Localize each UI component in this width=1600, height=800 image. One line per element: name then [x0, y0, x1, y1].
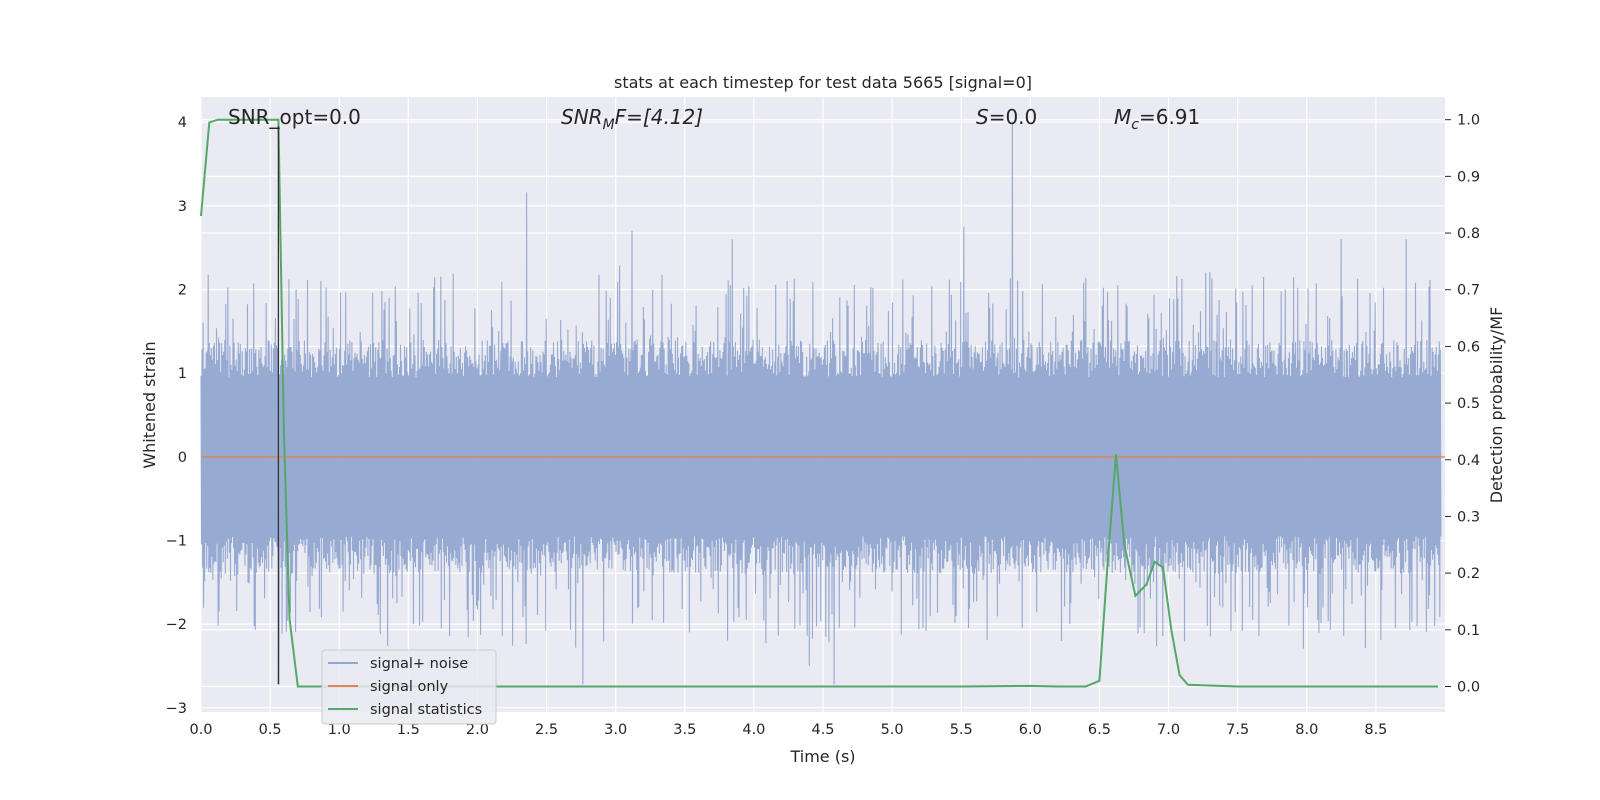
y-left-tick-label: 4 [178, 115, 187, 131]
x-tick-label: 3.0 [604, 722, 627, 738]
annotation-s: S=0.0 [976, 105, 1037, 129]
y-axis-left-label: Whitened strain [140, 341, 159, 468]
signal-noise-line [200, 122, 1442, 685]
y-right-tick-label: 0.5 [1457, 396, 1480, 412]
x-tick-label: 5.5 [950, 722, 973, 738]
x-tick-label: 1.0 [328, 722, 351, 738]
x-tick-label: 2.5 [535, 722, 558, 738]
annotation-mc: Mc=6.91 [1114, 105, 1200, 133]
y-right-tick-label: 0.3 [1457, 509, 1480, 525]
annotation-snr-mf-symbol: SNR [561, 105, 603, 129]
legend-label-signal-noise: signal+ noise [370, 656, 468, 672]
x-axis-ticks: 0.0 0.5 1.0 1.5 2.0 2.5 3.0 3.5 4.0 4.5 5.0 5.5 6.0 6… [189, 722, 1387, 738]
series-signal-noise [200, 122, 1442, 685]
x-axis-label: Time (s) [789, 747, 855, 766]
y-right-tick-label: 0.6 [1457, 339, 1480, 355]
annotation-snr-mf-value: F=[4.12] [615, 105, 703, 129]
y-left-tick-label: 3 [178, 199, 187, 215]
x-tick-label: 6.0 [1019, 722, 1042, 738]
x-tick-label: 5.0 [881, 722, 904, 738]
y-right-tick-label: 1.0 [1457, 113, 1480, 129]
legend: signal+ noise signal only signal statist… [321, 649, 497, 725]
annotation-mc-subscript: c [1131, 117, 1139, 133]
y-left-tick-label: −3 [166, 701, 187, 717]
y-left-tick-label: 1 [178, 366, 187, 382]
annotation-snr-mf-subscript: M [603, 117, 615, 133]
y-right-tick-label: 0.0 [1457, 679, 1480, 695]
y-right-tick-label: 0.8 [1457, 226, 1480, 242]
x-tick-label: 1.5 [397, 722, 420, 738]
y-axis-left-ticks: −3 −2 −1 0 1 2 3 4 [166, 115, 187, 717]
y-axis-right-ticks: 0.0 0.1 0.2 0.3 0.4 0.5 0.6 0.7 0.8 0.9 1.0 [1445, 113, 1480, 695]
x-tick-label: 6.5 [1088, 722, 1111, 738]
y-axis-right-label: Detection probability/MF [1487, 307, 1506, 504]
x-tick-label: 3.5 [673, 722, 696, 738]
legend-label-signal-statistics: signal statistics [370, 702, 482, 718]
y-left-tick-label: −1 [166, 533, 187, 549]
x-tick-label: 4.0 [742, 722, 765, 738]
y-right-tick-label: 0.9 [1457, 169, 1480, 185]
series-signal-statistics [200, 118, 1439, 688]
x-tick-label: 4.5 [811, 722, 834, 738]
x-tick-label: 2.0 [466, 722, 489, 738]
y-right-tick-label: 0.1 [1457, 623, 1480, 639]
annotation-s-value: =0.0 [989, 105, 1038, 129]
y-right-tick-label: 0.4 [1457, 453, 1480, 469]
annotation-snr-mf: SNRMF=[4.12] [561, 105, 703, 133]
annotation-mc-value: =6.91 [1139, 105, 1200, 129]
y-left-tick-label: 2 [178, 282, 187, 298]
y-left-tick-label: −2 [166, 617, 187, 633]
signal-statistics-line [200, 118, 1439, 688]
annotation-snr-opt: SNR_opt=0.0 [228, 105, 361, 129]
chart-title: stats at each timestep for test data 566… [614, 73, 1032, 92]
y-right-tick-label: 0.2 [1457, 566, 1480, 582]
legend-box [321, 649, 497, 725]
legend-label-signal-only: signal only [370, 679, 449, 695]
y-left-tick-label: 0 [178, 450, 187, 466]
x-tick-label: 0.5 [259, 722, 282, 738]
x-tick-label: 8.5 [1364, 722, 1387, 738]
y-right-tick-label: 0.7 [1457, 283, 1480, 299]
x-tick-label: 7.5 [1226, 722, 1249, 738]
annotation-mc-symbol: M [1114, 105, 1131, 129]
annotation-s-symbol: S [976, 105, 989, 129]
x-tick-label: 0.0 [189, 722, 212, 738]
x-tick-label: 8.0 [1295, 722, 1318, 738]
x-tick-label: 7.0 [1157, 722, 1180, 738]
